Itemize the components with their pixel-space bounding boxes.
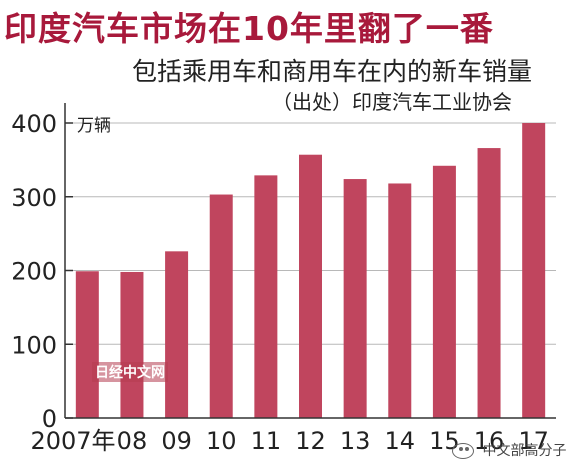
chart-subtitle: 包括乘用车和商用车在内的新车销量 (131, 57, 532, 86)
bar (75, 271, 99, 418)
x-tick-label: 17 (518, 427, 549, 455)
x-tick-label: 09 (161, 427, 192, 455)
y-tick-label: 300 (11, 184, 57, 212)
bar (299, 154, 322, 418)
bar (432, 165, 456, 418)
wechat-icon (452, 443, 474, 459)
bar (165, 251, 189, 418)
bar (120, 271, 144, 418)
footer-text: 中文部高分子 (482, 443, 567, 459)
y-tick-label: 0 (42, 405, 57, 433)
x-tick-label: 14 (384, 427, 415, 455)
y-tick-label: 100 (11, 331, 57, 359)
bar (477, 148, 501, 418)
x-tick-label: 12 (295, 427, 326, 455)
x-tick-label: 08 (117, 427, 148, 455)
bar (343, 179, 367, 418)
y-tick-label: 200 (11, 258, 57, 286)
x-tick-label: 11 (251, 427, 282, 455)
x-tick-label: 16 (474, 427, 505, 455)
y-unit-label: 万辆 (77, 116, 111, 136)
watermark-badge: 日经中文网 (92, 362, 168, 382)
bar (522, 123, 546, 418)
y-tick-label: 400 (11, 110, 57, 138)
x-tick-label: 13 (340, 427, 371, 455)
bar (254, 175, 278, 418)
x-tick-label: 10 (206, 427, 237, 455)
chart-source: （出处）印度汽车工业协会 (272, 90, 512, 114)
bar (209, 194, 233, 418)
footer-watermark: 中文部高分子 (452, 440, 566, 460)
bar (388, 183, 412, 418)
x-tick-label: 2007年 (30, 427, 115, 455)
chart-title: 印度汽车市场在10年里翻了一番 (4, 9, 494, 48)
